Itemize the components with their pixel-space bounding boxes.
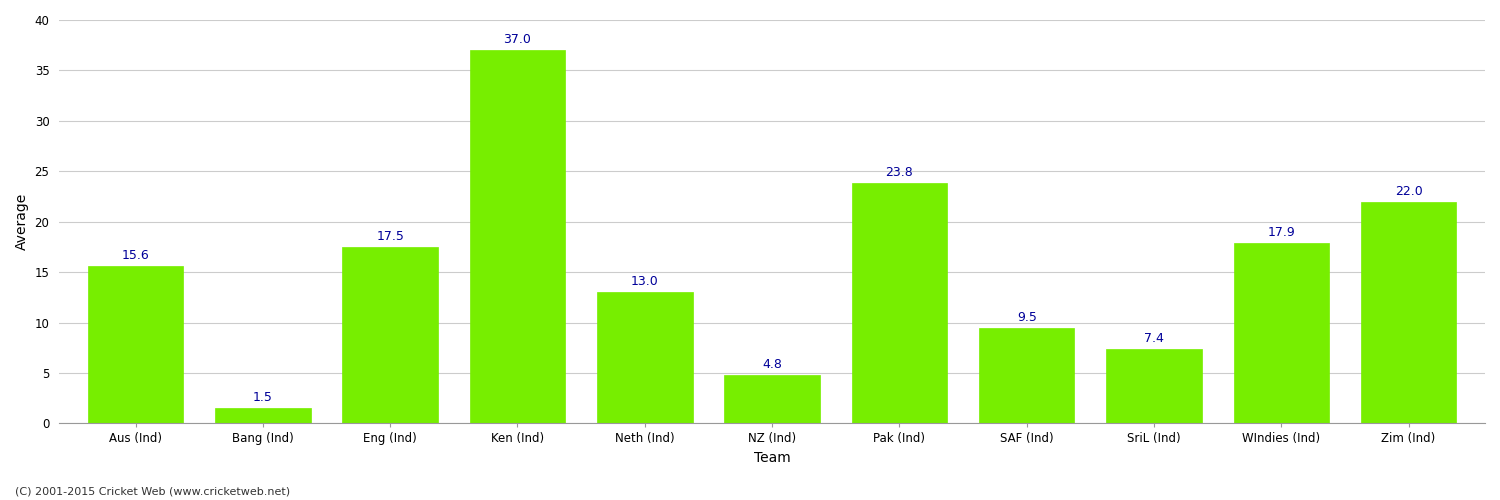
Bar bbox=[342, 247, 438, 424]
Text: 9.5: 9.5 bbox=[1017, 310, 1036, 324]
Text: (C) 2001-2015 Cricket Web (www.cricketweb.net): (C) 2001-2015 Cricket Web (www.cricketwe… bbox=[15, 487, 290, 497]
Bar bbox=[597, 292, 693, 424]
Text: 22.0: 22.0 bbox=[1395, 184, 1422, 198]
Text: 17.5: 17.5 bbox=[376, 230, 404, 243]
X-axis label: Team: Team bbox=[753, 451, 790, 465]
Bar bbox=[470, 50, 566, 424]
Bar bbox=[1107, 349, 1202, 424]
Bar bbox=[724, 375, 821, 424]
Text: 4.8: 4.8 bbox=[762, 358, 782, 371]
Text: 7.4: 7.4 bbox=[1144, 332, 1164, 345]
Text: 15.6: 15.6 bbox=[122, 249, 150, 262]
Y-axis label: Average: Average bbox=[15, 193, 28, 250]
Text: 23.8: 23.8 bbox=[885, 166, 914, 179]
Bar bbox=[214, 408, 310, 424]
Text: 13.0: 13.0 bbox=[632, 276, 658, 288]
Text: 37.0: 37.0 bbox=[504, 33, 531, 46]
Bar bbox=[980, 328, 1074, 424]
Bar bbox=[852, 184, 946, 424]
Text: 17.9: 17.9 bbox=[1268, 226, 1294, 239]
Bar bbox=[88, 266, 183, 424]
Bar bbox=[1233, 243, 1329, 424]
Bar bbox=[1360, 202, 1456, 424]
Text: 1.5: 1.5 bbox=[254, 392, 273, 404]
